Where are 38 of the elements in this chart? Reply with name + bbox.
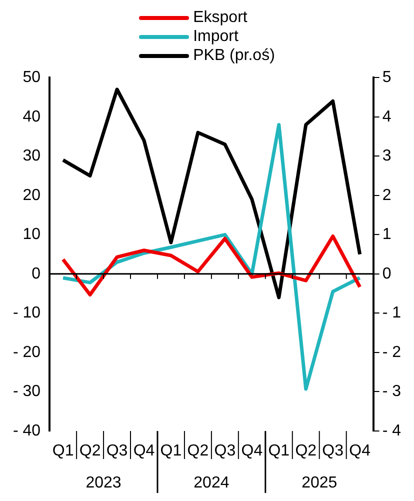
legend-label: Import [193, 27, 238, 46]
text: 2024 [194, 474, 230, 492]
y2-tick-label: 1 [382, 226, 392, 244]
y2-tick-label: - 4 [382, 422, 402, 440]
x-tick-label: Q3 [106, 442, 128, 460]
x-tick-label: Q1 [160, 442, 182, 460]
y-tick-label: 40 [22, 108, 41, 126]
x-tick-label: Q2 [187, 442, 209, 460]
y-tick-label: 10 [22, 226, 41, 244]
y-tick-label: - 10 [12, 304, 41, 322]
text: 2023 [86, 474, 122, 492]
x-tick-label: Q4 [241, 442, 263, 460]
y2-tick-label: 2 [382, 186, 392, 204]
y2-tick-label: - 1 [382, 304, 402, 322]
legend-label: Eksport [193, 8, 248, 27]
x-tick-label: Q4 [133, 442, 155, 460]
y-tick-label: 50 [22, 69, 41, 86]
y2-tick-label: 0 [382, 265, 392, 282]
y-tick-label: - 40 [12, 422, 41, 440]
x-tick-label: Q1 [268, 442, 290, 460]
x-tick-label: Q2 [79, 442, 101, 460]
y2-tick-label: - 3 [382, 383, 402, 400]
y-tick-label: - 20 [12, 344, 41, 361]
y2-tick-label: 3 [382, 148, 392, 165]
y-tick-label: 0 [32, 265, 41, 282]
y-tick-label: 30 [22, 148, 41, 165]
x-tick-label: Q2 [295, 442, 317, 460]
x-tick-label: Q3 [214, 442, 236, 460]
y2-tick-label: 4 [382, 108, 392, 126]
y-tick-label: - 30 [12, 383, 41, 400]
y-tick-label: 20 [22, 186, 41, 204]
text: 2025 [302, 474, 338, 492]
x-tick-label: Q1 [52, 442, 74, 460]
legend-label: PKB (pr.oś) [193, 46, 275, 65]
y2-tick-label: 5 [382, 69, 392, 86]
x-tick-label: Q4 [349, 442, 371, 460]
x-tick-label: Q3 [322, 442, 344, 460]
y2-tick-label: - 2 [382, 344, 402, 361]
